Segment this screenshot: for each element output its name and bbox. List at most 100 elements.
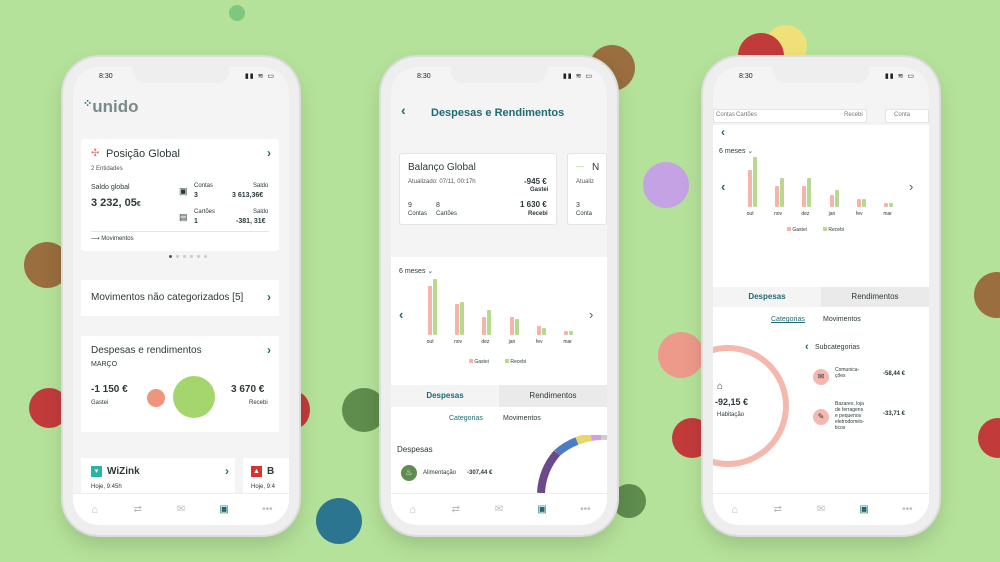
- home-icon[interactable]: ⌂: [91, 503, 98, 516]
- status-bar: 8:30 ▮▮ ≋ ▭: [391, 72, 607, 84]
- tab-despesas[interactable]: Despesas: [426, 391, 464, 400]
- global-position-card[interactable]: ✣ Posição Global › 2 Entidades Saldo glo…: [81, 139, 279, 251]
- subtab-categorias[interactable]: Categorias: [771, 316, 805, 323]
- wallet-icon[interactable]: ▣: [219, 504, 229, 515]
- back-chevron-icon[interactable]: ‹: [805, 341, 809, 353]
- chevron-down-icon: ⌄: [427, 268, 434, 275]
- sub2-label: Bazares, loja de ferragens e pequenos eletr…: [835, 401, 865, 431]
- mail-icon[interactable]: ✉: [176, 504, 186, 515]
- recebi-value: 1 630 €: [520, 200, 547, 209]
- transfer-icon[interactable]: ⇄: [133, 504, 142, 515]
- tab-rendimentos[interactable]: Rendimentos: [821, 287, 929, 307]
- status-bar: 8:30 ▮▮ ≋ ▭: [73, 72, 289, 84]
- peek-contas2: Conta: [894, 112, 911, 118]
- chart-tick-label: fev: [856, 211, 863, 217]
- period-select[interactable]: 6 meses ⌄: [719, 148, 754, 155]
- screen: 8:30 ▮▮ ≋ ▭ Contas Cartões Recebi Conta …: [713, 67, 929, 525]
- chart-tick-label: mar: [563, 339, 572, 345]
- chart-bar-gastei-jan: [829, 194, 834, 207]
- wizink-card[interactable]: ▾ WiZink › Hoje, 9:45h: [81, 458, 235, 498]
- mail-icon[interactable]: ✉: [494, 504, 504, 515]
- transfer-icon[interactable]: ⇄: [451, 504, 460, 515]
- chart-panel: ‹ 6 meses ⌄ ‹ › out nov dez jan fev mar Gaste…: [713, 125, 929, 287]
- saldo-value: 3 232, 05€: [91, 197, 141, 209]
- back-chevron-icon[interactable]: ‹: [721, 125, 725, 139]
- transfer-icon[interactable]: ⇄: [773, 504, 782, 515]
- subtab-movimentos[interactable]: Movimentos: [503, 415, 541, 422]
- chart-bar-gastei-out: [427, 285, 432, 335]
- chevron-down-icon: ⌄: [747, 148, 754, 155]
- contas-label: Contas: [408, 211, 428, 217]
- chart-next-icon[interactable]: ›: [589, 307, 594, 322]
- peek-updated: Atualiz: [576, 179, 595, 185]
- bg-dot: [24, 242, 70, 288]
- more-icon[interactable]: •••: [902, 504, 913, 515]
- home-icon[interactable]: ⌂: [731, 503, 738, 516]
- bank2-card[interactable]: ▲ B Hoje, 9:4: [243, 458, 289, 498]
- period-select[interactable]: 6 meses ⌄: [399, 268, 434, 275]
- back-chevron-icon[interactable]: ‹: [401, 102, 406, 118]
- entities-count: 2 Entidades: [91, 166, 123, 172]
- notch: [451, 67, 547, 83]
- chevron-right-icon[interactable]: ›: [267, 146, 271, 160]
- status-time: 8:30: [417, 73, 431, 80]
- month-label: MARÇO: [91, 361, 118, 368]
- peek-count: 3: [576, 202, 580, 209]
- chevron-right-icon[interactable]: ›: [225, 464, 229, 478]
- chart-prev-icon[interactable]: ‹: [721, 179, 726, 194]
- more-icon[interactable]: •••: [262, 504, 273, 515]
- subtab-movimentos[interactable]: Movimentos: [823, 316, 861, 323]
- center-value: -92,15 €: [715, 397, 749, 407]
- legend-received: Recebi: [823, 227, 844, 233]
- balance-updated: Atualizado: 07/11, 00:17h: [408, 179, 476, 185]
- global-title: Posição Global: [106, 148, 180, 160]
- mail-icon[interactable]: ✉: [816, 504, 826, 515]
- chart-bar-gastei-nov: [455, 303, 459, 335]
- chevron-right-icon[interactable]: ›: [267, 343, 271, 357]
- status-bar: 8:30 ▮▮ ≋ ▭: [713, 72, 929, 84]
- more-icon[interactable]: •••: [580, 504, 591, 515]
- phone-expenses: 8:30 ▮▮ ≋ ▭ ‹ Despesas e Rendimentos Bal…: [381, 57, 617, 535]
- peek-card[interactable]: Contas Cartões Recebi: [713, 109, 867, 123]
- tab-bar: Despesas Rendimentos: [391, 385, 607, 407]
- balance-card-peek[interactable]: — N Atualiz 3 Conta: [567, 153, 607, 225]
- home-icon[interactable]: ⌂: [409, 503, 416, 516]
- chevron-right-icon[interactable]: ›: [267, 290, 271, 304]
- tab-despesas[interactable]: Despesas: [748, 292, 786, 301]
- chart-prev-icon[interactable]: ‹: [399, 307, 404, 322]
- tab-rendimentos[interactable]: Rendimentos: [499, 385, 607, 407]
- house-icon: ⌂: [717, 381, 724, 392]
- balance-card[interactable]: Balanço Global Atualizado: 07/11, 00:17h…: [399, 153, 557, 225]
- legend-received: Recebi: [505, 359, 526, 365]
- subtab-categorias[interactable]: Categorias: [449, 415, 483, 422]
- chart-tick-label: nov: [454, 339, 463, 345]
- received-label: Recebi: [249, 400, 268, 406]
- bg-dot: [978, 418, 1000, 458]
- sub2-value: -33,71 €: [883, 411, 906, 417]
- status-time: 8:30: [99, 73, 113, 80]
- cartoes-count: 8: [436, 202, 440, 209]
- contas-label: Contas: [194, 183, 214, 189]
- peek-contas: Contas: [716, 112, 736, 118]
- uncategorized-card[interactable]: Movimentos não categorizados [5] ›: [81, 280, 279, 316]
- uncategorized-label: Movimentos não categorizados [5]: [91, 292, 244, 303]
- card-icon: ▤: [179, 212, 188, 222]
- legend-swatch: [823, 227, 827, 231]
- expenses-card[interactable]: Despesas e rendimentos › MARÇO -1 150 € …: [81, 336, 279, 432]
- legend-swatch: [469, 359, 473, 363]
- peek-dash: —: [576, 162, 584, 171]
- movements-link[interactable]: ⟶ Movimentos: [91, 236, 134, 242]
- chart-bar-recebi-mar: [569, 330, 574, 335]
- peek-card[interactable]: Conta: [885, 109, 929, 123]
- wallet-icon: ▣: [179, 186, 188, 196]
- chart-next-icon[interactable]: ›: [909, 179, 914, 194]
- pagination-dots[interactable]: [169, 255, 207, 258]
- categories-panel: Categorias Movimentos Despesas ♨ Aliment…: [391, 407, 607, 497]
- bg-dot: [658, 332, 704, 378]
- chart-bar-gastei-jan: [509, 317, 514, 335]
- screen: 8:30 ▮▮ ≋ ▭ ⁘unido ✣ Posição Global › 2 …: [73, 67, 289, 525]
- chart-bar-gastei-mar: [564, 330, 569, 335]
- wallet-icon[interactable]: ▣: [537, 504, 547, 515]
- bg-dot: [29, 388, 69, 428]
- wallet-icon[interactable]: ▣: [859, 504, 869, 515]
